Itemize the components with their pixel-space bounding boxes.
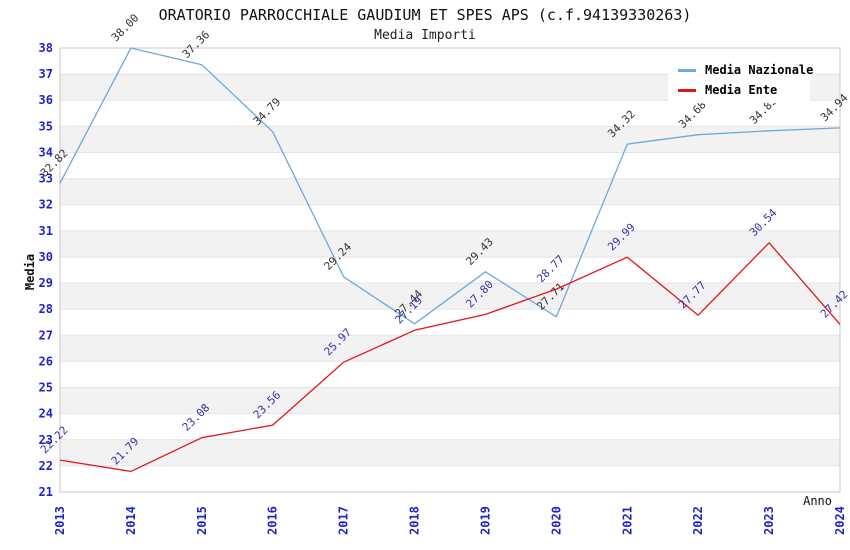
grid-band — [60, 283, 840, 310]
x-tick-label: 2021 — [620, 506, 634, 535]
x-tick-label: 2024 — [833, 506, 847, 535]
y-axis-title: Media — [23, 253, 37, 291]
y-tick-label: 36 — [39, 93, 53, 107]
x-tick-label: 2013 — [53, 506, 67, 535]
x-tick-label: 2014 — [124, 506, 138, 535]
y-tick-label: 29 — [39, 276, 53, 290]
y-tick-label: 35 — [39, 119, 53, 133]
y-tick-label: 34 — [39, 145, 53, 159]
y-tick-label: 31 — [39, 224, 53, 238]
legend-swatch-media-ente — [678, 88, 696, 92]
legend-label-media-ente: Media Ente — [705, 83, 778, 97]
plot-border — [59, 47, 841, 493]
legend-item-media-ente: Media Ente — [678, 83, 810, 97]
y-tick-label: 30 — [39, 250, 53, 264]
y-tick-label: 28 — [39, 302, 53, 316]
y-tick-label: 37 — [39, 67, 53, 81]
x-tick-label: 2020 — [549, 506, 563, 535]
y-tick-label: 26 — [39, 354, 53, 368]
x-tick-label: 2023 — [762, 506, 776, 535]
grid-band — [60, 387, 840, 414]
y-tick-label: 24 — [39, 407, 53, 421]
series-line-media-nazionale — [59, 47, 841, 325]
grid-band — [60, 230, 840, 257]
legend: Media Nazionale Media Ente — [668, 57, 814, 103]
legend-swatch-media-nazionale — [678, 68, 696, 72]
series-line-media-ente — [59, 242, 841, 473]
grid-band — [60, 439, 840, 466]
y-tick-label: 21 — [39, 485, 53, 499]
x-tick-label: 2018 — [408, 506, 422, 535]
grid-band — [60, 335, 840, 362]
x-tick-label: 2019 — [478, 506, 492, 535]
legend-label-media-nazionale: Media Nazionale — [705, 63, 814, 77]
chart-title: ORATORIO PARROCCHIALE GAUDIUM ET SPES AP… — [158, 6, 692, 24]
y-tick-label: 22 — [39, 459, 53, 473]
legend-item-media-nazionale: Media Nazionale — [678, 63, 814, 77]
point-label: 28.77 — [534, 253, 567, 286]
x-tick-label: 2016 — [266, 506, 280, 535]
y-tick-label: 23 — [39, 433, 53, 447]
grid-band — [60, 126, 840, 153]
x-tick-label: 2022 — [691, 506, 705, 535]
y-tick-label: 32 — [39, 198, 53, 212]
y-tick-label: 38 — [39, 41, 53, 55]
y-tick-label: 33 — [39, 172, 53, 186]
x-axis-title: Anno — [803, 494, 832, 508]
x-tick-label: 2017 — [337, 506, 351, 535]
x-tick-label: 2015 — [195, 506, 209, 535]
y-tick-label: 27 — [39, 328, 53, 342]
y-tick-label: 25 — [39, 381, 53, 395]
chart-subtitle: Media Importi — [374, 28, 476, 43]
grid-band — [60, 178, 840, 205]
